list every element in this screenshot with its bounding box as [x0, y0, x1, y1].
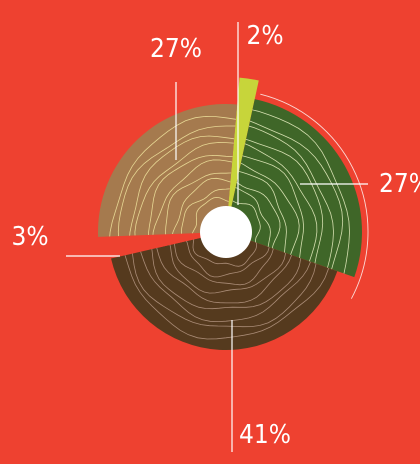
- center-hole: [200, 206, 252, 258]
- tree-ring-line: [226, 186, 271, 277]
- tree-ring-textures: [108, 107, 350, 340]
- tree-ring-line: [128, 135, 238, 237]
- slice-percent-label: 3%: [11, 222, 48, 252]
- tree-ring-line: [180, 187, 238, 237]
- tree-ring-line: [117, 232, 333, 340]
- slice-percent-label: 27%: [150, 34, 202, 64]
- tree-ring-line: [226, 107, 350, 278]
- slice-percent-label: 2%: [246, 21, 283, 51]
- tree-ring-line: [191, 196, 238, 237]
- tree-ring-line: [153, 232, 299, 304]
- slice-ring-texture: [117, 232, 333, 340]
- tree-ring-line: [172, 232, 281, 286]
- slice-labels: 2% 27% 41% 3% 27%: [11, 21, 420, 452]
- tree-ring-line: [171, 177, 238, 237]
- pie-slice: [226, 99, 363, 278]
- tree-ring-line: [108, 115, 238, 237]
- tree-ring-line: [165, 171, 238, 237]
- tree-ring-line: [147, 154, 238, 237]
- tree-ring-line: [226, 123, 334, 278]
- tree-ring-line: [180, 232, 270, 278]
- tree-ring-line: [226, 170, 287, 278]
- tree-ring-line: [117, 125, 238, 237]
- tree-ring-line: [152, 159, 238, 237]
- tree-ring-line: [147, 232, 304, 310]
- tree-ring-line: [226, 140, 318, 278]
- tree-ring-line: [226, 115, 344, 278]
- tree-ring-line: [226, 158, 300, 278]
- tree-ring-line: [129, 232, 323, 328]
- slice-percent-label: 41%: [239, 420, 291, 450]
- tree-ring-line: [134, 142, 238, 237]
- tree-ring-line: [192, 232, 262, 267]
- tree-ring-line: [226, 198, 261, 268]
- tree-ring-line: [226, 135, 324, 278]
- slice-ring-texture: [226, 107, 350, 278]
- pie-slice: [226, 77, 259, 232]
- tree-ring-line: [134, 232, 317, 323]
- slice-ring-texture: [108, 115, 238, 237]
- tree-ring-line: [226, 153, 304, 278]
- slice-percent-label: 27%: [379, 169, 420, 199]
- slice-outline: [260, 93, 369, 299]
- tree-ring-line: [164, 232, 287, 294]
- tree-ring-line: [226, 178, 281, 278]
